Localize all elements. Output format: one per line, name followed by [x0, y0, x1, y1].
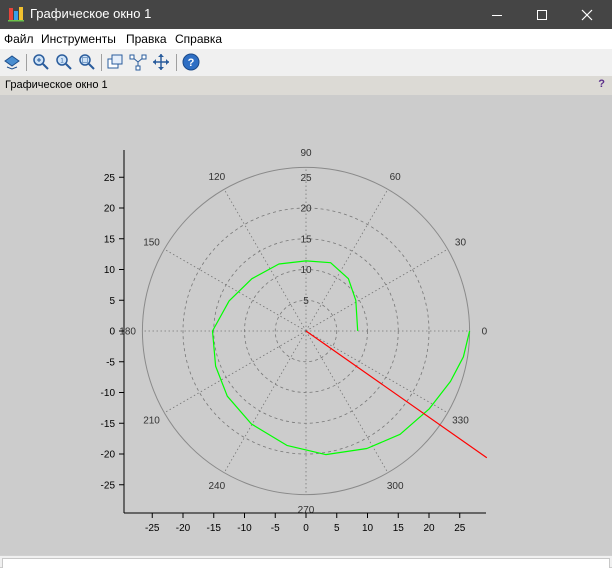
angle-label: 120	[208, 172, 225, 183]
panel-help-icon[interactable]: ?	[598, 78, 605, 90]
minimize-button[interactable]	[474, 0, 520, 29]
scilab-app-icon	[8, 7, 24, 22]
radial-tick-label: 20	[300, 204, 312, 215]
help-button[interactable]: ?	[182, 53, 200, 71]
toolbar-separator	[26, 54, 27, 71]
status-field	[2, 558, 610, 568]
y-tick-label: -5	[106, 357, 115, 368]
angle-label: 0	[482, 327, 488, 338]
x-tick-label: -25	[145, 523, 160, 534]
rotate-icon	[4, 55, 20, 70]
toolbar: 1 ?	[0, 49, 612, 77]
polar-grid-circle	[274, 299, 338, 363]
edit-icon	[129, 54, 147, 71]
polar-grid-spoke	[305, 330, 389, 473]
radial-tick-label: 5	[303, 296, 309, 307]
polar-grid-spoke	[223, 330, 307, 473]
y-tick-label: -10	[101, 388, 116, 399]
close-button[interactable]	[564, 0, 610, 29]
datatip-icon	[107, 54, 123, 69]
angle-label: 180	[119, 327, 136, 338]
zoom-in-icon	[33, 54, 49, 70]
menu-file[interactable]: Файл	[4, 32, 34, 46]
polar-grid-spoke	[305, 330, 448, 414]
menu-edit[interactable]: Правка	[126, 32, 167, 46]
svg-text:1: 1	[60, 59, 64, 65]
polar-grid-spoke	[223, 189, 307, 332]
x-tick-label: 15	[393, 523, 405, 534]
maximize-button[interactable]	[519, 0, 565, 29]
rotate-button[interactable]	[3, 53, 21, 71]
angle-label: 240	[208, 481, 225, 492]
menu-bar: Файл Инструменты Правка Справка	[0, 29, 612, 49]
angle-label: 300	[387, 481, 404, 492]
angle-label: 150	[143, 237, 160, 248]
polar-grid-circle	[182, 207, 430, 455]
plot-series	[211, 260, 488, 459]
menu-tools[interactable]: Инструменты	[41, 32, 116, 46]
x-tick-label: 5	[334, 523, 340, 534]
radial-tick-label: 15	[300, 234, 312, 245]
graphic-panel-header: Графическое окно 1 ?	[0, 76, 612, 95]
y-tick-label: -20	[101, 450, 116, 461]
polar-grid-spoke	[164, 330, 307, 414]
help-icon: ?	[182, 53, 200, 71]
pan-button[interactable]	[152, 53, 170, 71]
toolbar-separator	[176, 54, 177, 71]
x-tick-label: 0	[303, 523, 309, 534]
x-tick-label: -20	[176, 523, 191, 534]
zoom-area-icon	[79, 54, 95, 70]
window-titlebar: Графическое окно 1	[0, 0, 612, 29]
plot-axes: 25 20 15 10 5 0 -5 -10 -15 -20 -25 -25 -20 -15 -10 -5 0 5…	[101, 150, 486, 534]
polar-plot-canvas[interactable]: 0306090120150180210240270300330510152025…	[0, 95, 612, 555]
y-tick-label: 20	[104, 204, 116, 215]
zoom-area-button[interactable]	[78, 53, 96, 71]
y-tick-label: -25	[101, 480, 116, 491]
svg-text:?: ?	[188, 57, 195, 69]
angle-label: 210	[143, 416, 160, 427]
minimize-icon	[492, 14, 502, 16]
toolbar-separator	[101, 54, 102, 71]
polar-grid-spoke	[164, 248, 307, 332]
y-tick-label: 0	[109, 327, 115, 338]
status-bar	[0, 555, 612, 568]
polar-grid: 0 30 60 90 120 150 180 210 240 270 300 330 5 10 15 20 25	[119, 148, 487, 516]
y-tick-label: -15	[101, 419, 116, 430]
zoom-original-icon: 1	[56, 54, 72, 70]
x-tick-label: -15	[207, 523, 222, 534]
y-tick-label: 15	[104, 234, 116, 245]
pan-icon	[153, 54, 169, 70]
y-tick-label: 5	[109, 296, 115, 307]
zoom-in-button[interactable]	[32, 53, 50, 71]
y-tick-label: 25	[104, 173, 116, 184]
polar-grid-spoke	[305, 189, 389, 332]
x-tick-label: -10	[237, 523, 252, 534]
x-tick-label: 20	[423, 523, 435, 534]
x-tick-label: 10	[362, 523, 374, 534]
angle-label: 330	[452, 416, 469, 427]
edit-button[interactable]	[129, 53, 147, 71]
datatip-button[interactable]	[106, 53, 124, 71]
angle-label: 60	[390, 172, 402, 183]
polar-grid-spoke	[305, 248, 448, 332]
zoom-original-button[interactable]: 1	[55, 53, 73, 71]
angle-label: 90	[300, 148, 312, 159]
radial-tick-label: 10	[300, 265, 312, 276]
maximize-icon	[537, 9, 547, 20]
window-title: Графическое окно 1	[30, 6, 152, 21]
y-tick-label: 10	[104, 265, 116, 276]
close-icon	[581, 9, 593, 20]
ray-series-line	[305, 330, 488, 459]
panel-title: Графическое окно 1	[5, 79, 108, 91]
radial-tick-label: 25	[300, 173, 312, 184]
x-tick-label: 25	[454, 523, 466, 534]
angle-label: 270	[298, 505, 315, 516]
angle-label: 30	[455, 237, 467, 248]
x-tick-label: -5	[271, 523, 280, 534]
menu-help[interactable]: Справка	[175, 32, 223, 46]
